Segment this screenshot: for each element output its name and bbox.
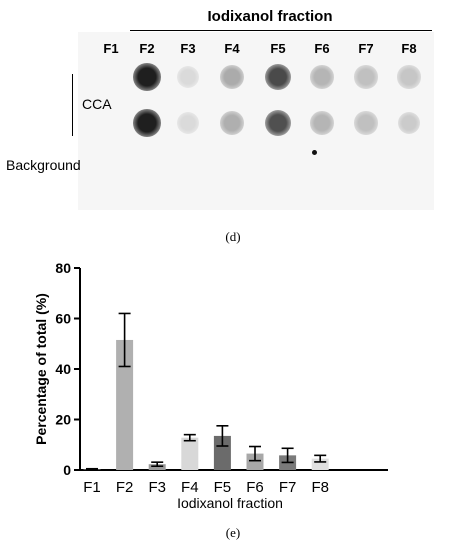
fraction-label-f8: F8: [401, 41, 417, 56]
y-tick-label: 20: [55, 412, 71, 428]
bar-f4: [181, 437, 199, 470]
blot-dot: [310, 65, 334, 89]
y-tick-label: 40: [55, 361, 71, 377]
bar-f8: [311, 458, 329, 470]
y-tick-label: 0: [63, 462, 71, 478]
blot-speck: [312, 150, 317, 155]
fraction-label-f6: F6: [314, 41, 330, 56]
fraction-label-f1: F1: [103, 41, 119, 56]
blot-dot: [397, 65, 421, 89]
bar-f2: [116, 339, 134, 470]
bar-f5: [213, 435, 231, 470]
blot-dot: [354, 65, 378, 89]
blot-dot: [220, 111, 244, 135]
panel-label-e: (e): [225, 525, 241, 540]
blot-dot: [220, 65, 244, 89]
blot-dot: [397, 111, 421, 135]
bar-f3: [148, 464, 166, 470]
x-tick-label-f8: F8: [311, 479, 329, 496]
blot-dot: [264, 109, 292, 137]
x-axis-title: Iodixanol fraction: [177, 495, 283, 510]
y-tick-label: 60: [55, 311, 71, 327]
row-label-background: Background: [6, 157, 81, 173]
dot-blot-membrane: [78, 32, 434, 210]
blot-dot: [176, 65, 200, 89]
blot-dot: [176, 111, 200, 135]
x-tick-label-f4: F4: [181, 479, 199, 496]
fraction-label-f7: F7: [358, 41, 374, 56]
blot-dot: [354, 111, 378, 135]
fraction-label-f4: F4: [224, 41, 240, 56]
bar-f6: [246, 453, 264, 470]
x-tick-label-f2: F2: [116, 479, 134, 496]
row-label-cca: CCA: [82, 96, 112, 112]
blot-dot: [264, 63, 292, 91]
y-axis-title: Percentage of total (%): [33, 293, 49, 445]
blot-title: Iodixanol fraction: [207, 8, 333, 25]
x-tick-label-f1: F1: [83, 479, 101, 496]
y-tick-label: 80: [55, 260, 71, 276]
blot-dot: [133, 109, 161, 137]
fraction-label-f3: F3: [180, 41, 196, 56]
panel-label-d: (d): [225, 229, 241, 244]
fraction-label-f5: F5: [270, 41, 286, 56]
x-tick-label-f6: F6: [246, 479, 264, 496]
x-tick-label-f7: F7: [279, 479, 297, 496]
blot-title-line: [130, 30, 432, 31]
blot-dot: [133, 63, 161, 91]
x-tick-label-f3: F3: [148, 479, 166, 496]
cca-bracket-line: [72, 74, 73, 136]
fraction-label-f2: F2: [139, 41, 155, 56]
x-tick-label-f5: F5: [214, 479, 232, 496]
blot-dot: [310, 111, 334, 135]
bar-chart: 0 20 40 60 80 F1 F2 F3 F4 F5 F6 F7 F8 Iodixanol fract…: [33, 260, 388, 510]
